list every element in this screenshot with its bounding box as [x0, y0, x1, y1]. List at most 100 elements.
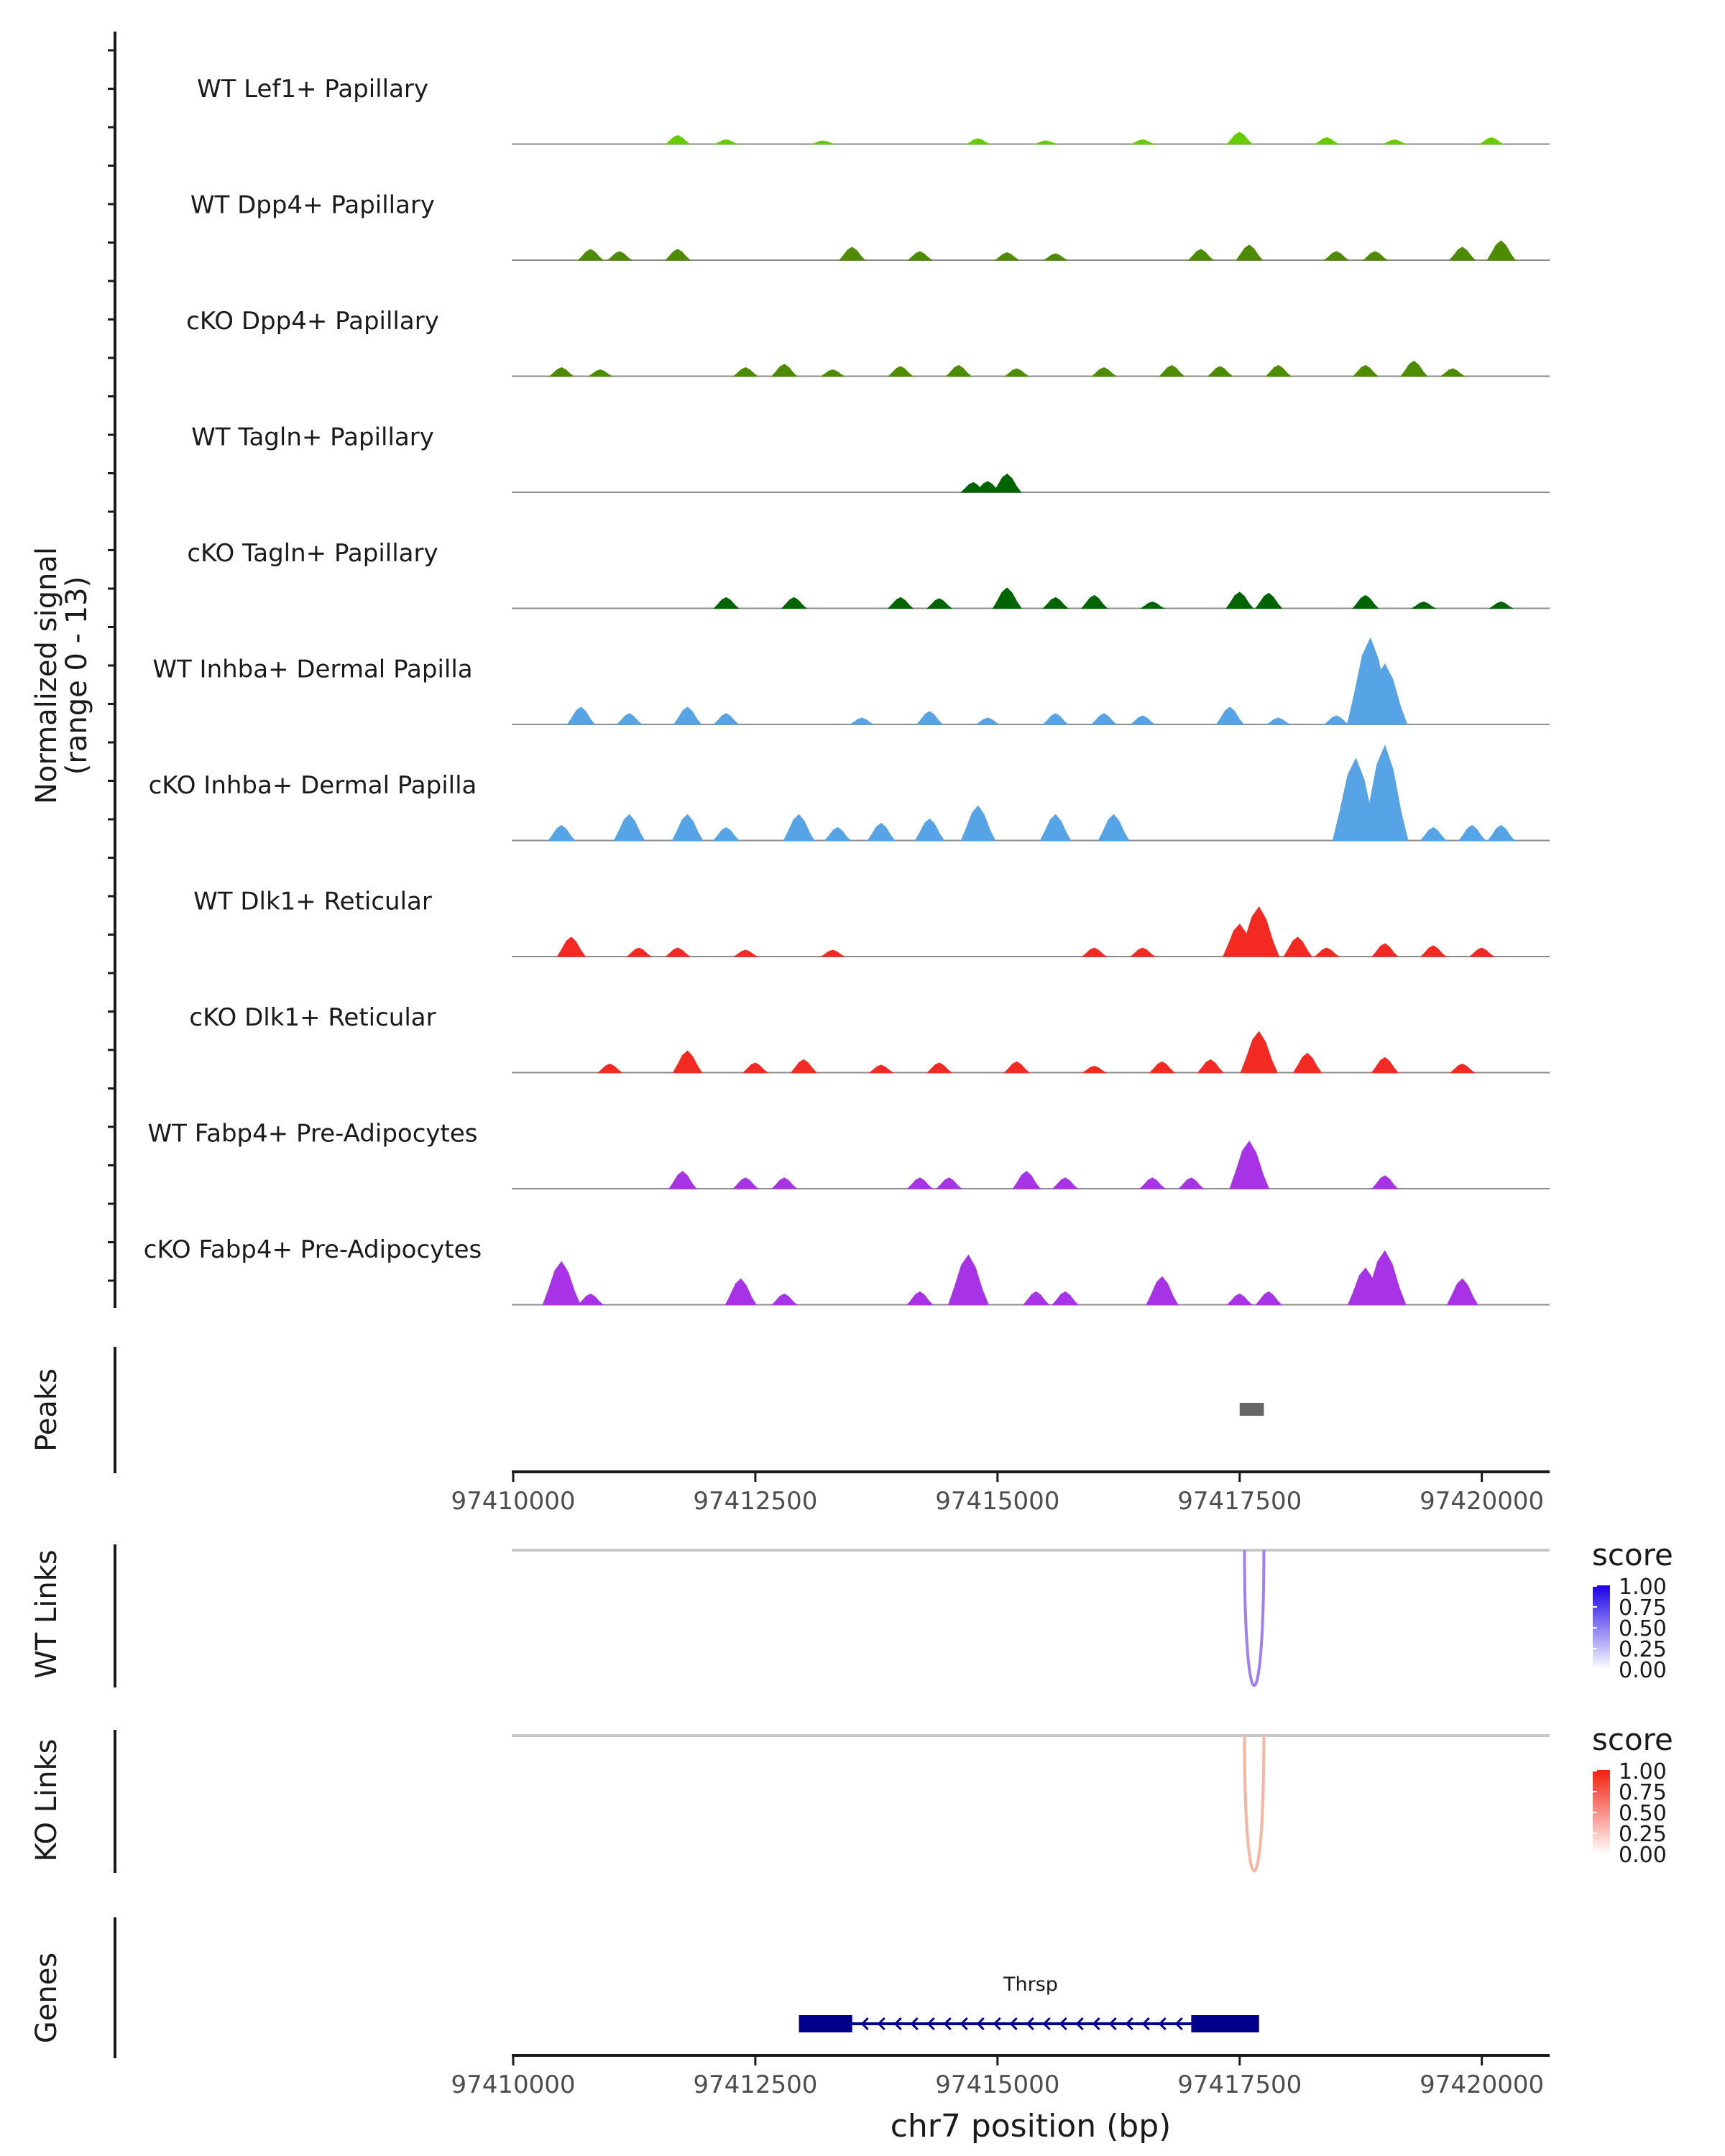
signal-peak	[613, 814, 645, 841]
signal-peak	[1458, 824, 1486, 841]
strand-arrow	[1059, 2017, 1067, 2031]
signal-peak	[1489, 601, 1514, 609]
signal-peak	[1178, 1177, 1205, 1189]
signal-peak	[975, 717, 1001, 725]
strand-arrow	[1108, 2017, 1117, 2031]
x-axis-bottom: 97410000 97412500 97415000 97417500 97420000	[451, 2054, 1550, 2099]
signal-peak	[1323, 715, 1350, 725]
signal-peak	[1225, 591, 1254, 609]
signal-peak	[1292, 1052, 1322, 1073]
signal-peak	[713, 713, 740, 725]
signal-peak	[1352, 364, 1379, 377]
signal-peak	[1082, 1065, 1108, 1073]
strand-arrow	[877, 2017, 886, 2031]
signal-peak	[812, 140, 834, 144]
link-arc	[1243, 1735, 1266, 1873]
track-label: WT Dpp4+ Papillary	[190, 191, 435, 220]
signal-peak	[1314, 137, 1340, 144]
signal-peak	[1035, 140, 1057, 144]
signal-peak	[868, 1064, 894, 1073]
signal-peak	[820, 949, 846, 957]
peaks-panel-label: Peaks	[30, 1368, 63, 1452]
coverage-track: WT Dpp4+ Papillary	[190, 191, 1550, 261]
coverage-track: cKO Dlk1+ Reticular	[189, 1003, 1550, 1074]
legend-tick-label: 0.25	[1619, 1822, 1667, 1847]
signal-peak	[1098, 814, 1130, 841]
coverage-track: cKO Dpp4+ Papillary	[186, 307, 1550, 377]
signal-peak	[1362, 251, 1389, 261]
track-label: cKO Inhba+ Dermal Papilla	[149, 771, 477, 800]
x-tick-label: 97410000	[451, 1487, 575, 1516]
signal-peak	[597, 1063, 623, 1073]
strand-arrow	[926, 2017, 935, 2031]
signal-peak	[1130, 947, 1156, 957]
signal-peak	[1091, 367, 1118, 377]
gene-exon-right	[1191, 2015, 1259, 2032]
signal-peak	[867, 822, 896, 841]
legend-tick-label: 0.00	[1619, 1843, 1667, 1868]
x-tick-label: 97415000	[935, 1487, 1059, 1516]
signal-peak	[906, 1291, 934, 1305]
signal-peak	[1487, 824, 1515, 841]
coverage-track: cKO Fabp4+ Pre-Adipocytes	[144, 1235, 1550, 1306]
track-label: WT Tagln+ Papillary	[191, 423, 434, 452]
coverage-track: cKO Inhba+ Dermal Papilla	[149, 745, 1550, 842]
signal-peak	[1207, 366, 1233, 377]
signal-peak	[665, 134, 691, 144]
signal-peak	[1446, 1278, 1478, 1305]
signal-peak	[965, 138, 990, 144]
link-arc	[1243, 1549, 1266, 1687]
signal-peak	[577, 249, 604, 261]
signal-peak	[1352, 594, 1379, 609]
signal-peak	[665, 947, 691, 957]
signal-peak	[1229, 1141, 1270, 1189]
signal-peak	[1323, 251, 1350, 261]
signal-peak	[849, 717, 875, 725]
signal-peak	[820, 369, 846, 377]
signal-peak	[1012, 1171, 1041, 1189]
coverage-ylabel-line1: Normalized signal	[30, 547, 63, 804]
x-tick-label: 97410000	[451, 2070, 575, 2099]
signal-peak	[1383, 139, 1406, 144]
signal-peak	[1023, 1291, 1050, 1305]
signal-peak	[1449, 1063, 1476, 1073]
signal-peak	[992, 587, 1022, 609]
signal-peak	[742, 1062, 769, 1073]
signal-peak	[1371, 1175, 1399, 1189]
strand-arrow	[1026, 2017, 1034, 2031]
signal-peak	[1314, 947, 1340, 957]
strand-arrow	[943, 2017, 952, 2031]
gene-name-label: Thrsp	[1003, 1973, 1058, 1996]
x-axis-top: 97410000 97412500 97415000 97417500 97420000	[451, 1470, 1550, 1516]
signal-peak	[1363, 1250, 1407, 1305]
legend-tick-label: 0.50	[1619, 1801, 1667, 1826]
signal-peak	[907, 251, 933, 261]
strand-arrow	[960, 2017, 968, 2031]
track-label: cKO Tagln+ Papillary	[187, 539, 438, 568]
signal-peak	[1226, 132, 1254, 144]
signal-peak	[556, 936, 586, 957]
legend-tick-label: 1.00	[1619, 1575, 1667, 1600]
signal-peak	[671, 814, 704, 841]
signal-peak	[936, 1177, 962, 1189]
signal-peak	[1043, 253, 1069, 261]
signal-peak	[1411, 601, 1437, 609]
signal-peak	[1197, 1059, 1225, 1073]
signal-peak	[781, 596, 808, 609]
strand-arrow	[1075, 2017, 1084, 2031]
signal-peak	[1042, 596, 1070, 609]
coverage-track: cKO Tagln+ Papillary	[187, 539, 1550, 609]
signal-peak	[1140, 601, 1166, 609]
links-panels	[114, 1544, 1550, 1873]
signal-peak	[906, 1177, 934, 1189]
coverage-ylabel-line2: (range 0 - 13)	[60, 576, 93, 775]
signal-peak	[947, 1254, 989, 1305]
signal-peak	[1265, 364, 1292, 377]
signal-peak	[1131, 139, 1154, 144]
signal-peak	[1080, 594, 1108, 609]
signal-peak	[548, 824, 576, 841]
signal-peak	[1052, 1291, 1079, 1305]
signal-peak	[548, 367, 575, 377]
strand-arrow	[893, 2017, 902, 2031]
signal-peak	[1081, 947, 1108, 957]
